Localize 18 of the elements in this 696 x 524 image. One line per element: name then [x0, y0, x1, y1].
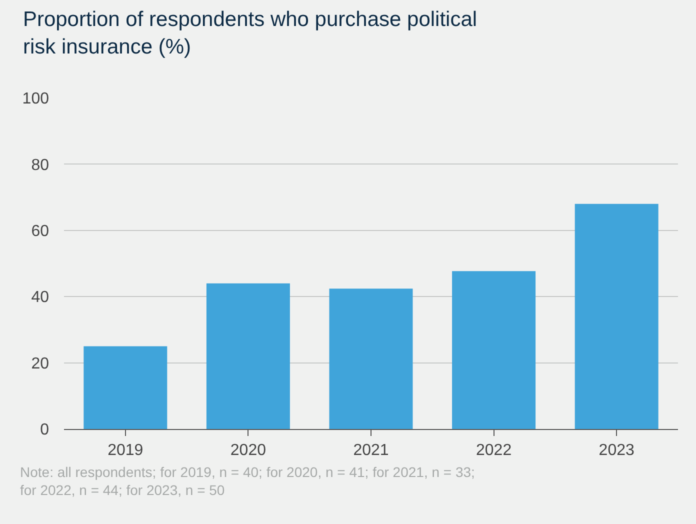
y-tick-label: 20 [31, 355, 50, 372]
y-tick-label: 0 [40, 422, 50, 439]
bar [329, 288, 413, 429]
x-tick-label: 2023 [598, 442, 634, 460]
x-tick-label: 2022 [476, 442, 512, 460]
y-tick-label: 40 [31, 289, 50, 306]
bar [84, 346, 168, 429]
chart-title: Proportion of respondents who purchase political risk insurance (%) [22, 8, 478, 58]
y-tick-label: 60 [31, 223, 50, 240]
text: Note: all respondents; for 2019, n = 40; for 2020, n = 41; for 2021, n = 33; for 2022, n = 44; for 2023, n = 50 [20, 464, 475, 498]
x-tick-label: 2020 [230, 442, 266, 460]
bar [452, 271, 536, 429]
y-tick-label: 100 [22, 90, 50, 108]
bar [206, 283, 290, 429]
bar [574, 204, 658, 429]
y-tick-label: 80 [31, 156, 50, 174]
x-tick-label: 2019 [108, 442, 144, 460]
x-tick-label: 2021 [353, 442, 389, 460]
